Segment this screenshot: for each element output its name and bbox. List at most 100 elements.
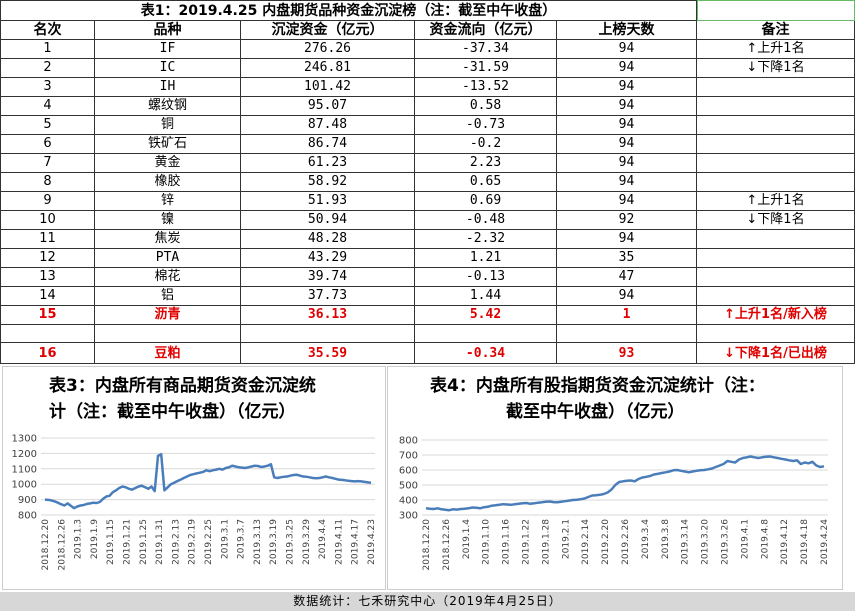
x-tick-label: 2019.1.22 <box>522 519 532 565</box>
x-tick-label: 2019.4.17 <box>351 519 361 565</box>
cell-rank: 10 <box>0 211 95 230</box>
cell-fund: 37.73 <box>241 287 415 306</box>
cell-flow: -0.34 <box>415 343 557 364</box>
cell-rank: 2 <box>0 59 95 78</box>
cell-days: 94 <box>557 40 697 59</box>
x-tick-label: 2019.4.23 <box>367 519 377 565</box>
y-tick-label: 800 <box>18 511 37 522</box>
chart-index-futures: 表4：内盘所有股指期货资金沉淀统计（注： 截至中午收盘）（亿元） 300 400 5… <box>387 366 843 590</box>
y-tick-label: 1100 <box>12 464 37 475</box>
cell-note <box>697 287 855 306</box>
cell-fund: 39.74 <box>241 268 415 287</box>
x-tick-label: 2019.1.21 <box>123 519 133 565</box>
header-rank: 名次 <box>0 21 95 40</box>
cell-days: 94 <box>557 116 697 135</box>
cell-fund: 101.42 <box>241 78 415 97</box>
cell-variety: 黄金 <box>95 154 241 173</box>
table-row: 4 螺纹钢 95.07 0.58 94 <box>0 97 855 116</box>
cell-days: 94 <box>557 154 697 173</box>
cell-flow: 5.42 <box>415 306 557 325</box>
cell-note-text: 下降1名/已出榜 <box>735 346 827 361</box>
y-tick-label: 500 <box>399 481 418 492</box>
table-row: 14 铝 37.73 1.44 94 <box>0 287 855 306</box>
x-tick-label: 2019.3.26 <box>721 519 731 565</box>
x-tick-label: 2018.12.20 <box>422 519 432 571</box>
cell-rank: 9 <box>0 192 95 211</box>
x-tick-label: 2019.4.8 <box>760 519 770 559</box>
cell-fund: 87.48 <box>241 116 415 135</box>
cell-days: 94 <box>557 78 697 97</box>
cell-fund: 86.74 <box>241 135 415 154</box>
x-tick-label: 2019.1.16 <box>502 519 512 565</box>
chart4-title-line1: 表4：内盘所有股指期货资金沉淀统计（注： <box>430 376 765 396</box>
blank-cell <box>557 325 697 343</box>
x-tick-label: 2019.4.11 <box>334 519 344 565</box>
cell-fund: 48.28 <box>241 230 415 249</box>
x-tick-label: 2019.3.20 <box>701 519 711 565</box>
table-row: 12 PTA 43.29 1.21 35 <box>0 249 855 268</box>
cell-variety: 沥青 <box>95 306 241 325</box>
cell-rank: 16 <box>0 343 95 364</box>
cell-fund: 51.93 <box>241 192 415 211</box>
cell-rank: 3 <box>0 78 95 97</box>
x-tick-label: 2019.1.25 <box>139 519 149 565</box>
x-tick-label: 2019.1.15 <box>106 519 116 565</box>
x-tick-label: 2019.1.10 <box>482 519 492 565</box>
x-tick-label: 2019.3.13 <box>253 519 263 565</box>
blank-cell <box>697 325 855 343</box>
y-tick-label: 1200 <box>12 449 37 460</box>
cell-variety: 橡胶 <box>95 173 241 192</box>
cell-note: ↑上升1名 <box>697 40 855 59</box>
y-tick-label: 1300 <box>12 434 37 445</box>
cell-note <box>697 230 855 249</box>
cell-days: 94 <box>557 97 697 116</box>
x-tick-label: 2019.4.1 <box>740 519 750 559</box>
x-tick-label: 2019.3.19 <box>269 519 279 565</box>
cell-variety: 螺纹钢 <box>95 97 241 116</box>
cell-days: 93 <box>557 343 697 364</box>
x-tick-label: 2019.2.26 <box>621 519 631 565</box>
x-tick-label: 2018.12.26 <box>442 519 452 571</box>
cell-flow: -0.2 <box>415 135 557 154</box>
y-tick-label: 600 <box>399 466 418 477</box>
x-tick-label: 2019.3.4 <box>641 519 651 559</box>
table-row: 5 铜 87.48 -0.73 94 <box>0 116 855 135</box>
header-fund: 沉淀资金（亿元） <box>241 21 415 40</box>
cell-note: ↓下降1名 <box>697 59 855 78</box>
x-tick-label: 2019.2.25 <box>204 519 214 565</box>
x-tick-label: 2019.1.9 <box>90 519 100 559</box>
table-header-row: 名次 品种 沉淀资金（亿元） 资金流向（亿元） 上榜天数 备注 <box>0 21 855 40</box>
cell-note <box>697 116 855 135</box>
table-row: 6 铁矿石 86.74 -0.2 94 <box>0 135 855 154</box>
cell-flow: -2.32 <box>415 230 557 249</box>
cell-note: ↑上升1名 <box>697 192 855 211</box>
cell-flow: 0.69 <box>415 192 557 211</box>
cell-rank: 8 <box>0 173 95 192</box>
cell-variety: 豆粕 <box>95 343 241 364</box>
table-row: 10 镍 50.94 -0.48 92 ↓下降1名 <box>0 211 855 230</box>
cell-flow: -37.34 <box>415 40 557 59</box>
cell-note <box>697 154 855 173</box>
y-tick-label: 400 <box>399 496 418 507</box>
chart4-plot: 300 400 500 600 700 800 2018.12.20 2018.12.26 20… <box>399 436 830 571</box>
y-tick-label: 300 <box>399 511 418 522</box>
cell-fund: 61.23 <box>241 154 415 173</box>
cell-variety: IH <box>95 78 241 97</box>
chart3-plot: 800 900 1000 1100 1200 1300 2018.12.20 2018.12.… <box>12 434 377 571</box>
chart4-title-line2: 截至中午收盘）（亿元） <box>506 402 685 422</box>
x-tick-label: 2019.2.14 <box>581 519 591 565</box>
chart-commodity-futures: 表3：内盘所有商品期货资金沉淀统 计（注：截至中午收盘）（亿元） 800 900 1… <box>2 366 386 590</box>
cell-note <box>697 173 855 192</box>
table-row: 9 锌 51.93 0.69 94 ↑上升1名 <box>0 192 855 211</box>
x-tick-label: 2019.2.1 <box>561 519 571 559</box>
cell-rank: 12 <box>0 249 95 268</box>
table-row-blank <box>0 325 855 343</box>
series-line <box>425 455 825 512</box>
cell-days: 35 <box>557 249 697 268</box>
cell-rank: 1 <box>0 40 95 59</box>
table-row-16: 16 豆粕 35.59 -0.34 93 ↓下降1名/已出榜 <box>0 343 855 364</box>
cell-variety: 焦炭 <box>95 230 241 249</box>
cell-rank: 13 <box>0 268 95 287</box>
x-tick-label: 2019.4.12 <box>780 519 790 565</box>
